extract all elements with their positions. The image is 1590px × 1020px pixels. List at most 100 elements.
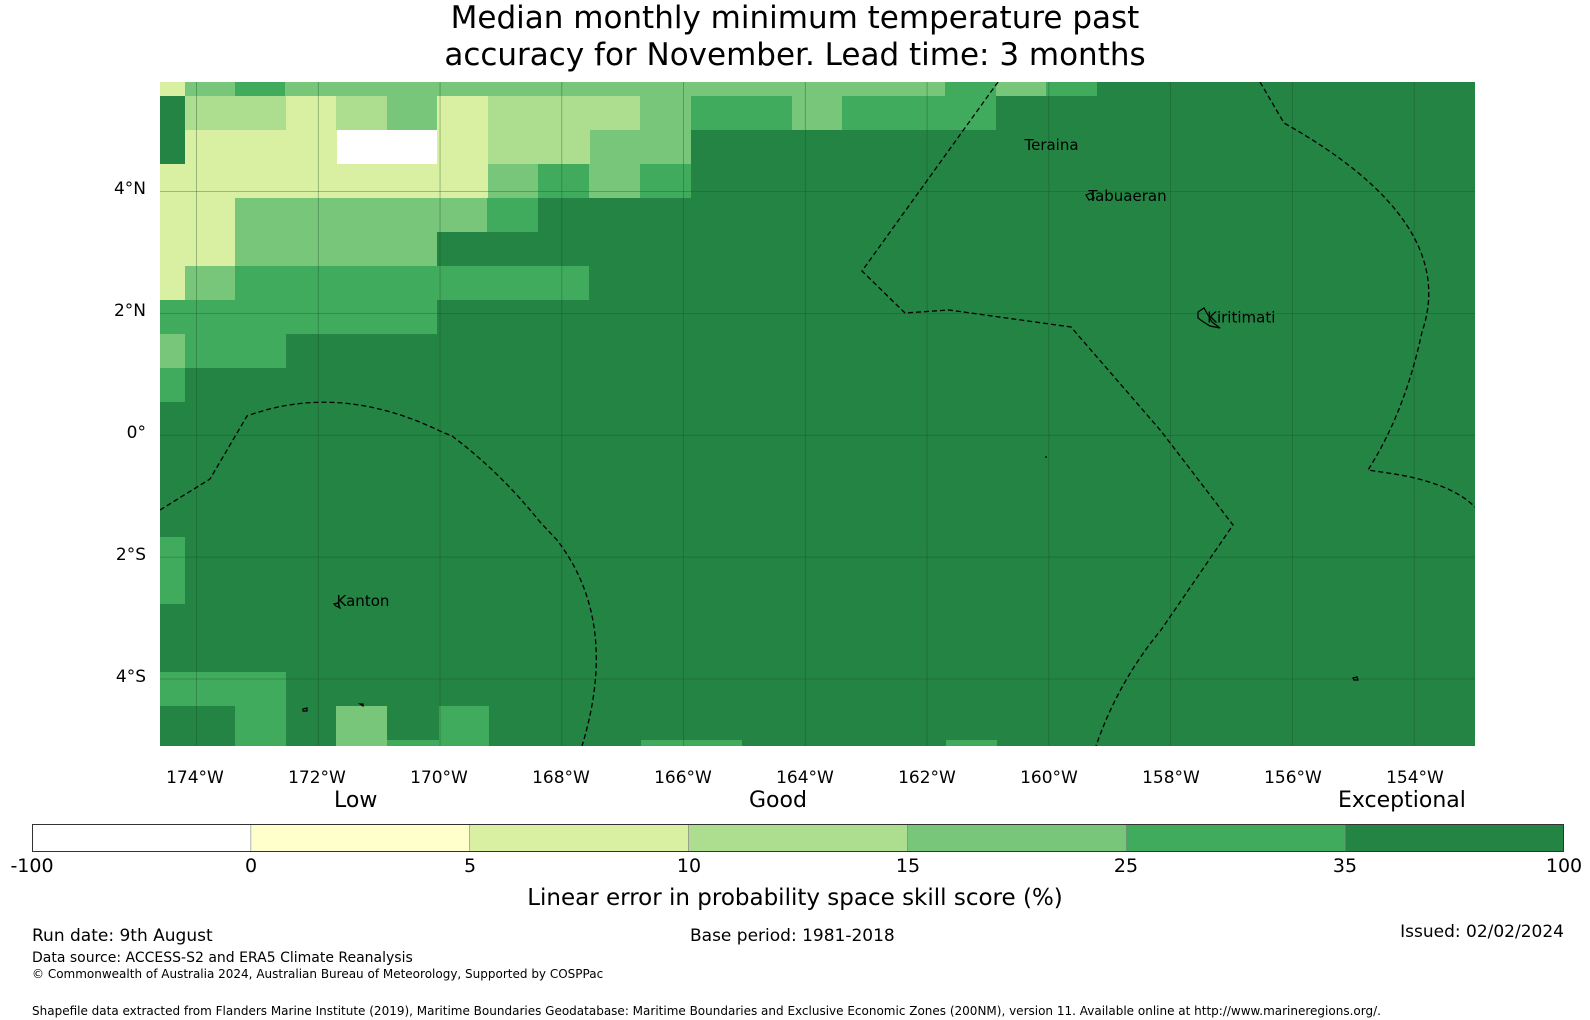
colorbar-tick-0: 0 <box>244 855 258 877</box>
lon-tick-170w: 170°W <box>410 768 468 788</box>
island-small-1 <box>302 707 308 712</box>
skill-cell <box>160 300 437 334</box>
skill-cell <box>946 740 997 746</box>
colorbar-segment <box>250 824 471 852</box>
lon-tick-166w: 166°W <box>654 768 712 788</box>
place-label-kiritimati: Kiritimati <box>1207 309 1275 327</box>
colorbar-segment <box>907 824 1127 852</box>
skill-cell <box>741 96 792 130</box>
eez-boundary-east <box>1259 82 1475 508</box>
skill-cell <box>589 164 640 198</box>
colorbar-frame <box>32 824 1564 852</box>
skill-cell <box>488 96 640 130</box>
copyright: © Commonwealth of Australia 2024, Austra… <box>32 967 604 981</box>
lon-tick-164w: 164°W <box>776 768 834 788</box>
skill-cell <box>487 198 538 232</box>
skill-cell <box>160 334 185 368</box>
title-line-2: accuracy for November. Lead time: 3 mont… <box>444 37 1146 73</box>
map-title: Median monthly minimum temperature past … <box>0 0 1590 74</box>
skill-cell <box>235 82 285 96</box>
skill-cell <box>235 266 589 300</box>
skill-cell <box>235 198 436 232</box>
base-period: Base period: 1981-2018 <box>690 926 895 946</box>
colorbar-segment <box>469 824 689 852</box>
colorbar-tick-15: 15 <box>895 855 921 877</box>
place-label-teraina: Teraina <box>1023 136 1078 154</box>
skill-cell <box>387 740 489 746</box>
issued-date: Issued: 02/02/2024 <box>1400 922 1564 942</box>
skill-cell <box>286 96 336 130</box>
colorbar-category-exceptional: Exceptional <box>1338 788 1466 813</box>
colorbar-tick-35: 35 <box>1332 855 1358 877</box>
lon-tick-158w: 158°W <box>1142 768 1200 788</box>
skill-cell <box>488 164 538 198</box>
data-source: Data source: ACCESS-S2 and ERA5 Climate … <box>32 950 413 966</box>
eez-boundary-phoenix <box>160 401 597 746</box>
skill-cell <box>538 164 589 198</box>
lon-tick-172w: 172°W <box>288 768 346 788</box>
skill-cell <box>640 96 691 130</box>
lon-tick-162w: 162°W <box>898 768 956 788</box>
skill-cell <box>160 368 185 402</box>
colorbar-segment <box>1344 824 1564 852</box>
skill-cell <box>235 706 286 746</box>
skill-cell <box>439 706 489 746</box>
skill-map: Teraina Tabuaeran Kiritimati Kanton <box>160 82 1475 746</box>
place-label-tabuaeran: Tabuaeran <box>1087 187 1166 205</box>
colorbar-tick-100: 100 <box>1545 855 1583 877</box>
skill-cell <box>437 130 488 164</box>
skill-cell <box>160 82 185 96</box>
colorbar-label: Linear error in probability space skill … <box>527 885 1063 911</box>
skill-cell <box>185 266 235 300</box>
islands <box>302 192 1359 712</box>
skill-cell <box>945 82 996 96</box>
lat-tick-0: 0° <box>126 423 146 443</box>
colorbar-segment <box>1125 824 1346 852</box>
skill-cell <box>439 82 845 96</box>
colorbar-tick-25: 25 <box>1113 855 1139 877</box>
skill-cell <box>160 198 235 266</box>
colorbar-tick-minus100: -100 <box>10 855 54 877</box>
island-kiritimati <box>1197 307 1221 329</box>
place-label-kanton: Kanton <box>337 592 390 610</box>
colorbar <box>32 824 1564 852</box>
skill-cell <box>488 130 590 164</box>
lon-tick-154w: 154°W <box>1386 768 1444 788</box>
skill-cell <box>792 96 842 130</box>
skill-cell <box>160 266 185 300</box>
island-tabuaeran <box>1085 192 1095 201</box>
lon-tick-160w: 160°W <box>1020 768 1078 788</box>
colorbar-category-good: Good <box>749 788 807 813</box>
lon-tick-156w: 156°W <box>1264 768 1322 788</box>
run-date: Run date: 9th August <box>32 926 213 946</box>
skill-cell <box>185 82 235 96</box>
colorbar-tick-5: 5 <box>463 855 477 877</box>
skill-cell <box>285 82 439 96</box>
skill-cell <box>437 96 488 130</box>
skill-cell <box>185 334 286 368</box>
skill-cell <box>160 537 185 604</box>
skill-cell <box>160 164 488 198</box>
lat-tick-4s: 4°S <box>115 667 146 687</box>
skill-cell <box>387 96 437 130</box>
title-line-1: Median monthly minimum temperature past <box>450 0 1140 36</box>
island-kanton <box>332 602 342 610</box>
skill-cell <box>336 706 387 746</box>
skill-cells <box>160 82 1097 746</box>
skill-cell <box>590 130 691 164</box>
skill-cell <box>842 96 996 130</box>
shapefile-credit: Shapefile data extracted from Flanders M… <box>32 1004 1381 1018</box>
colorbar-segments <box>32 824 1564 852</box>
lat-tick-2s: 2°S <box>115 545 146 565</box>
skill-cell <box>640 164 691 198</box>
place-labels: Teraina Tabuaeran Kiritimati Kanton <box>337 136 1276 610</box>
lat-tick-2n: 2°N <box>113 301 146 321</box>
skill-cell <box>160 672 286 706</box>
colorbar-segment <box>688 824 908 852</box>
lat-tick-4n: 4°N <box>113 179 146 199</box>
colorbar-category-low: Low <box>334 788 378 813</box>
skill-cell <box>337 130 437 164</box>
skill-cell <box>691 96 741 130</box>
lon-tick-174w: 174°W <box>166 768 224 788</box>
skill-cell <box>436 198 487 232</box>
